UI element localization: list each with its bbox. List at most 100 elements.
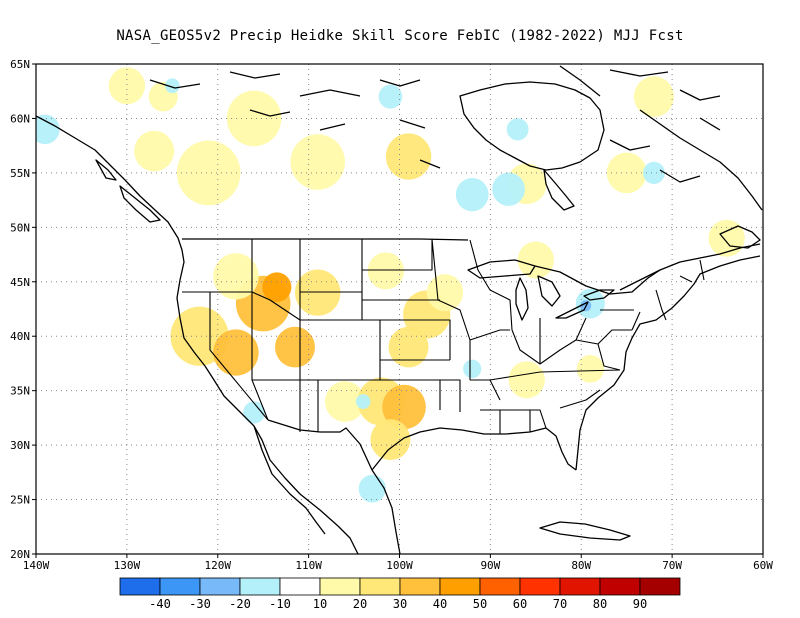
james-bay [543,169,575,211]
atlantic-coastline [575,255,761,471]
skill-region [243,401,266,424]
skill-region [213,253,259,300]
st-lawrence [619,243,761,291]
skill-region [508,361,545,399]
longitude-tick-label: 120W [205,559,232,572]
latitude-tick-label: 60N [10,112,30,125]
pacific-coastline [36,115,359,554]
axis-ticks: 140W 130W 120W 110W 100W 90W 80W 70W 60W 20N 25N 30… [10,58,773,572]
colorbar-legend: -40 -30 -20 -10 10 20 30 40 50 60 70 80 90 [119,577,681,611]
colorbar-swatch [159,577,201,596]
skill-region [324,381,365,422]
skill-region [633,76,674,118]
colorbar-label: 40 [433,597,447,611]
skill-region [355,394,371,409]
newfoundland [719,225,761,249]
skill-region [517,241,554,279]
gulf-coastline [371,427,577,554]
skill-region [290,134,345,190]
colorbar-label: 10 [313,597,327,611]
colorbar-label: 70 [553,597,567,611]
labrador-coast [639,109,763,211]
skill-region [643,161,665,184]
longitude-tick-label: 80W [571,559,591,572]
colorbar-label: -40 [149,597,171,611]
latitude-tick-label: 50N [10,221,30,234]
skill-region [226,90,282,147]
latitude-tick-label: 55N [10,167,30,180]
skill-region [492,172,525,206]
skill-region [176,140,241,206]
state-lines [182,238,705,434]
colorbar-label: 30 [393,597,407,611]
skill-fill-layer [36,67,745,503]
longitude-tick-label: 110W [295,559,322,572]
colorbar-swatch [439,577,481,596]
latitude-tick-label: 35N [10,385,30,398]
colorbar-swatch [319,577,361,596]
colorbar-swatch [119,577,161,596]
colorbar-swatch [199,577,241,596]
skill-region [275,326,315,368]
boundaries-layer [36,65,763,554]
latitude-tick-label: 65N [10,58,30,71]
skill-region [463,359,482,379]
grid-layer [36,64,763,554]
skill-region [576,355,604,383]
skill-region [378,84,403,109]
skill-region [358,474,386,503]
bc-islands [95,159,161,223]
colorbar-label: 80 [593,597,607,611]
skill-region [262,272,292,303]
latitude-tick-label: 45N [10,276,30,289]
colorbar-label: 90 [633,597,647,611]
latitude-tick-label: 30N [10,439,30,452]
latitude-tick-label: 20N [10,548,30,561]
colorbar-swatch [279,577,321,596]
skill-region [382,384,426,430]
hudson-bay [459,81,605,171]
colorbar-label: -10 [269,597,291,611]
colorbar-swatch [559,577,601,596]
skill-region [388,326,429,368]
east-border [534,265,661,295]
colorbar-swatch [639,577,681,596]
lake-superior [467,259,536,279]
canada-us-border [182,238,469,241]
colorbar-swatch [359,577,401,596]
skill-region [385,133,432,180]
skill-region [36,114,60,145]
skill-region [506,118,529,141]
skill-region [708,219,745,257]
colorbar-swatch [479,577,521,596]
colorbar-label: 20 [353,597,367,611]
longitude-tick-label: 100W [386,559,413,572]
colorbar-swatch [519,577,561,596]
colorbar-swatch [239,577,281,596]
lake-erie [555,301,589,319]
map-title: NASA_GEOS5v2 Precip Heidke Skill Score F… [116,28,684,44]
longitude-tick-label: 90W [480,559,500,572]
latitude-tick-label: 25N [10,494,30,507]
skill-region [165,78,180,94]
arctic-fragments [149,65,721,183]
colorbar-label: 50 [473,597,487,611]
baja-coastline [253,425,326,535]
colorbar-swatch [399,577,441,596]
lake-huron [537,275,561,307]
latitude-tick-label: 40N [10,330,30,343]
longitude-tick-label: 70W [662,559,682,572]
skill-region [294,269,341,316]
skill-region [426,274,464,312]
colorbar-label: -20 [229,597,251,611]
colorbar-label: -30 [189,597,211,611]
skill-region [213,329,259,376]
colorbar-swatch [599,577,641,596]
lake-michigan [515,277,529,321]
longitude-tick-label: 140W [23,559,50,572]
longitude-tick-label: 60W [753,559,773,572]
colorbar-label: 60 [513,597,527,611]
skill-region [367,252,405,290]
skill-region [370,419,411,461]
